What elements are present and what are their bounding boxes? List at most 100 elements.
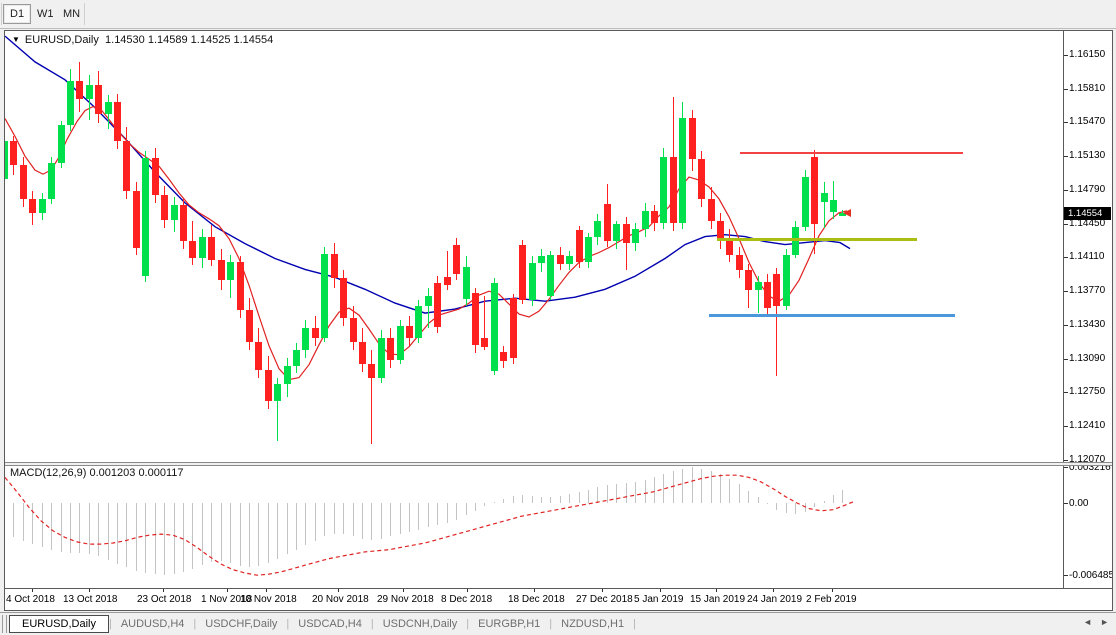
candle: [5, 141, 8, 180]
macd-label: MACD(12,26,9) 0.001203 0.000117: [10, 467, 184, 479]
candle: [735, 254, 743, 271]
candle: [566, 256, 574, 265]
pivot-line[interactable]: [717, 238, 917, 242]
timeframe-button-w1[interactable]: W1: [37, 8, 54, 20]
tab-audusd-h4[interactable]: AUDUSD,H4: [120, 618, 185, 630]
macd-histogram-bar: [324, 503, 326, 537]
candle: [396, 325, 404, 360]
candle: [311, 327, 319, 338]
tab-separator: |: [370, 618, 374, 630]
symbol-dropdown-icon[interactable]: ▼: [12, 35, 20, 44]
ohlc-open: 1.14530: [105, 34, 145, 46]
candle: [509, 298, 517, 358]
price-axis-border: [1063, 31, 1064, 462]
candle: [613, 223, 621, 241]
candle: [443, 277, 451, 286]
tabs-scroll-right-icon[interactable]: ►: [1100, 617, 1109, 627]
support-line[interactable]: [709, 313, 955, 317]
candle: [556, 254, 564, 265]
candle-wick: [446, 250, 448, 291]
timeframe-button-d1[interactable]: D1: [3, 4, 32, 24]
macd-histogram-bar: [220, 503, 222, 561]
macd-histogram-bar: [446, 503, 448, 523]
macd-histogram-bar: [192, 503, 194, 569]
tabs-scroll-left-icon[interactable]: ◄: [1083, 617, 1092, 627]
macd-histogram-bar: [559, 496, 561, 503]
macd-histogram-bar: [757, 497, 759, 503]
macd-histogram-bar: [493, 501, 495, 503]
candle: [293, 349, 301, 366]
pane-splitter[interactable]: [5, 462, 1112, 466]
macd-histogram-bar: [88, 503, 90, 555]
macd-histogram-bar: [248, 503, 250, 568]
macd-histogram-bar: [710, 470, 712, 503]
macd-tick: [1063, 503, 1068, 504]
candle: [490, 283, 498, 371]
macd-indicator-pane[interactable]: MACD(12,26,9) 0.001203 0.000117 0.003216…: [5, 466, 1112, 588]
macd-histogram-bar: [767, 503, 769, 505]
candle: [603, 203, 611, 241]
chart-window: ▼ EURUSD,Daily 1.14530 1.14589 1.14525 1.…: [4, 30, 1113, 611]
candle: [547, 254, 555, 297]
candle: [424, 296, 432, 307]
resistance-line[interactable]: [740, 152, 963, 155]
tab-eurusd-daily[interactable]: EURUSD,Daily: [9, 614, 109, 633]
macd-histogram-bar: [653, 477, 655, 503]
time-tick: [163, 589, 164, 592]
candle: [10, 141, 18, 166]
price-tick-label: 1.15470: [1069, 116, 1106, 128]
candle: [245, 310, 253, 342]
candle: [434, 283, 442, 327]
macd-histogram-bar: [267, 503, 269, 563]
current-price-tag: 1.14554: [1064, 206, 1111, 220]
candle: [641, 210, 649, 229]
tab-eurgbp-h1[interactable]: EURGBP,H1: [478, 618, 541, 630]
tab-nzdusd-h1[interactable]: NZDUSD,H1: [561, 618, 625, 630]
macd-histogram-bar: [522, 495, 524, 503]
price-chart-pane[interactable]: ▼ EURUSD,Daily 1.14530 1.14589 1.14525 1.…: [5, 31, 1112, 462]
macd-histogram-bar: [663, 474, 665, 503]
time-axis-label: 8 Dec 2018: [441, 594, 493, 605]
timeframe-button-mn[interactable]: MN: [63, 8, 81, 20]
macd-histogram-bar: [418, 503, 420, 530]
time-tick: [660, 589, 661, 592]
tab-separator: |: [549, 618, 553, 630]
candle: [377, 337, 385, 378]
macd-histogram-bar: [606, 485, 608, 503]
time-axis-label: 24 Jan 2019: [747, 594, 803, 605]
candle: [500, 351, 508, 361]
chart-symbol: EURUSD,Daily: [24, 34, 99, 46]
candle-wick: [427, 288, 429, 328]
tab-usdcnh-daily[interactable]: USDCNH,Daily: [382, 618, 458, 630]
MA slow (blue): [5, 35, 851, 314]
candle-wick: [484, 296, 486, 350]
macd-histogram-bar: [32, 503, 34, 545]
ohlc-low: 1.14525: [190, 34, 231, 46]
time-axis[interactable]: 4 Oct 2018 13 Oct 2018 23 Oct 2018 1 Nov 20…: [5, 588, 1112, 610]
candle: [707, 198, 715, 221]
candle: [811, 157, 819, 224]
price-tick-label: 1.14110: [1069, 251, 1105, 263]
candle-wick: [776, 268, 778, 376]
candle: [622, 223, 630, 243]
macd-histogram-bar: [296, 503, 298, 550]
candle: [415, 306, 423, 338]
tab-usdcad-h4[interactable]: USDCAD,H4: [298, 618, 362, 630]
macd-histogram-bar: [644, 479, 646, 503]
candle: [274, 383, 282, 402]
tab-separator: |: [466, 618, 470, 630]
tab-usdchf-daily[interactable]: USDCHF,Daily: [205, 618, 278, 630]
macd-tick: [1063, 575, 1068, 577]
candle: [104, 101, 112, 114]
macd-histogram-bar: [832, 495, 834, 503]
macd-tick: [1063, 467, 1068, 469]
price-tick: [1063, 291, 1068, 293]
candle: [829, 199, 837, 212]
ohlc-close: 1.14554: [233, 34, 274, 46]
macd-histogram-bar: [60, 503, 62, 552]
candle: [537, 255, 545, 264]
time-tick: [338, 589, 339, 592]
macd-histogram-bar: [691, 467, 693, 503]
macd-histogram-bar: [588, 489, 590, 503]
macd-histogram-bar: [795, 503, 797, 515]
